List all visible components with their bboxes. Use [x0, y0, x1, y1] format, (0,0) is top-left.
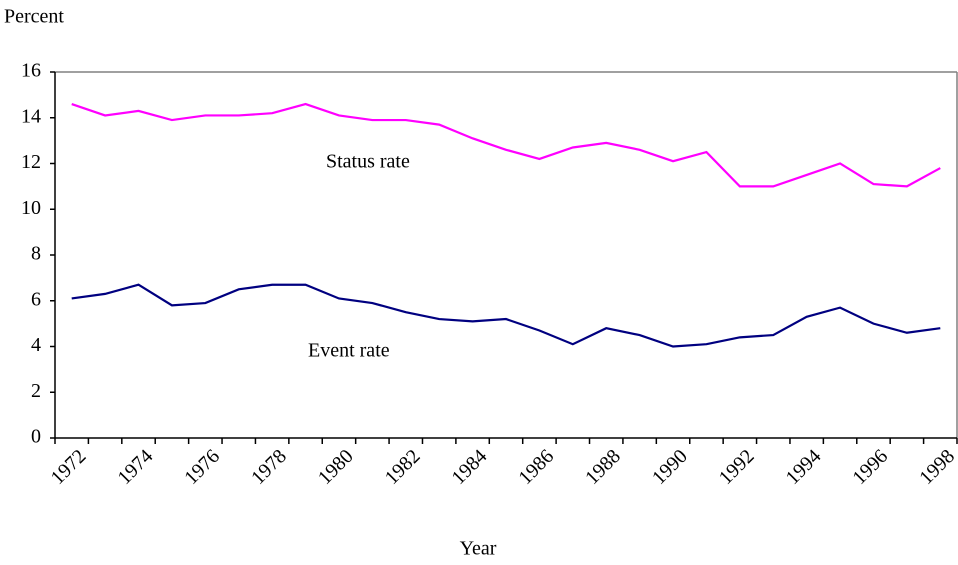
series-label: Status rate: [326, 151, 410, 173]
y-tick-label: 8: [31, 243, 41, 265]
x-tick-label: 1982: [381, 445, 425, 489]
x-tick-label: 1994: [782, 445, 826, 489]
y-tick-label: 4: [31, 334, 41, 356]
y-tick-label: 6: [31, 288, 41, 310]
x-tick-label: 1984: [448, 445, 492, 489]
x-tick-label: 1986: [514, 445, 558, 489]
series-label: Event rate: [308, 340, 390, 362]
x-tick-label: 1980: [314, 445, 358, 489]
series-line: [71, 102, 941, 188]
y-axis-label: Percent: [4, 6, 64, 28]
x-tick-label: 1988: [581, 445, 625, 489]
y-tick-label: 10: [21, 197, 41, 219]
series-line: [71, 283, 941, 348]
y-tick-label: 16: [21, 60, 41, 82]
x-tick-label: 1990: [648, 445, 692, 489]
y-tick-label: 0: [31, 426, 41, 448]
x-axis-label: Year: [460, 538, 497, 560]
x-tick-label: 1976: [180, 445, 224, 489]
x-tick-label: 1972: [47, 445, 91, 489]
x-tick-label: 1992: [715, 445, 759, 489]
y-tick-label: 12: [21, 151, 41, 173]
x-tick-label: 1996: [848, 445, 892, 489]
x-tick-label: 1974: [113, 445, 157, 489]
x-tick-label: 1998: [915, 445, 958, 489]
x-tick-label: 1978: [247, 445, 291, 489]
y-tick-label: 14: [21, 105, 41, 127]
y-tick-label: 2: [31, 380, 41, 402]
